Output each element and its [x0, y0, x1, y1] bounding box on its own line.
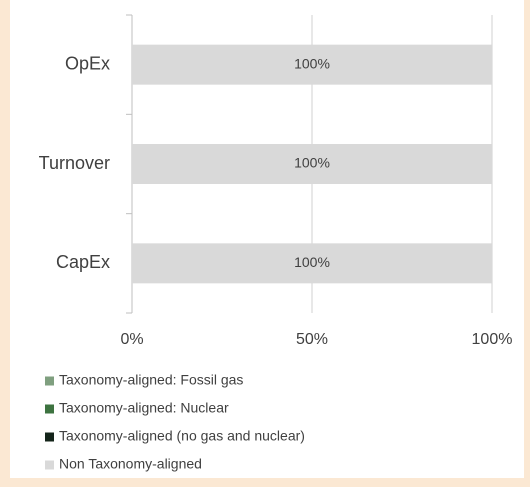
legend-swatch: [45, 376, 54, 386]
y-tick-label: Turnover: [39, 153, 110, 173]
legend-swatch: [45, 404, 54, 414]
legend-label: Taxonomy-aligned: Fossil gas: [59, 372, 243, 388]
bar-segment: [132, 243, 492, 284]
legend-label: Taxonomy-aligned (no gas and nuclear): [59, 428, 305, 444]
legend-label: Non Taxonomy-aligned: [59, 456, 202, 472]
x-tick-label: 100%: [472, 331, 513, 348]
y-tick-label: CapEx: [56, 252, 110, 272]
legend-swatch: [45, 432, 54, 442]
data-label: 100%: [294, 254, 330, 270]
bar-segment: [132, 144, 492, 184]
data-label: 100%: [294, 155, 330, 171]
legend-swatch: [45, 460, 54, 470]
y-tick-label: OpEx: [65, 53, 110, 73]
x-tick-label: 50%: [296, 331, 328, 348]
data-label: 100%: [294, 55, 330, 71]
legend-label: Taxonomy-aligned: Nuclear: [59, 400, 229, 416]
x-tick-label: 0%: [120, 331, 143, 348]
bar-segment: [132, 44, 492, 85]
